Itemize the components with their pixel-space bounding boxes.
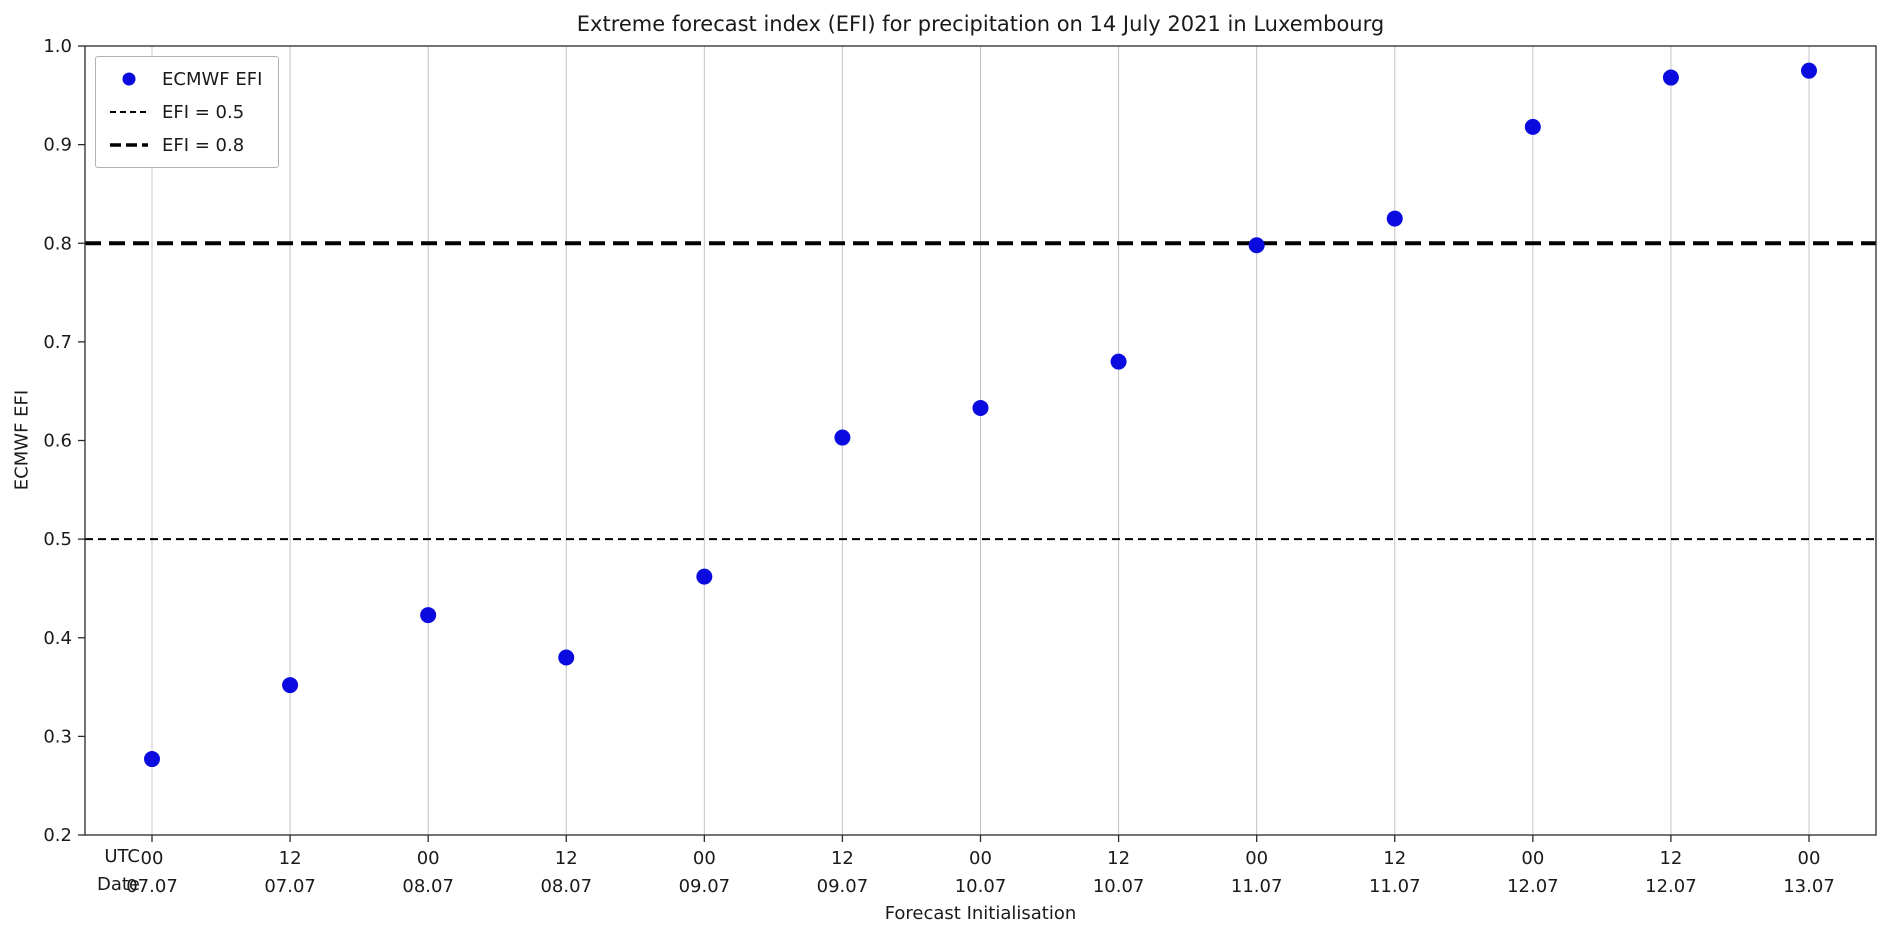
x-tick-utc-label: 00 [693,848,716,869]
x-tick-utc-label: 00 [1245,848,1268,869]
data-point [1524,118,1541,135]
x-tick-utc-label: 00 [1521,848,1544,869]
x-tick-date-label: 07.07 [126,876,178,897]
x-tick-utc-label: 12 [279,848,302,869]
legend-item: ECMWF EFI [108,66,262,92]
x-tick-date-label: 12.07 [1507,876,1559,897]
y-tick-label: 0.2 [43,825,72,846]
x-tick-utc-label: 12 [1383,848,1406,869]
chart-title: Extreme forecast index (EFI) for precipi… [576,12,1385,36]
legend-label: EFI = 0.5 [162,101,245,123]
legend-item: EFI = 0.5 [108,99,262,125]
x-tick-date-label: 10.07 [1093,876,1145,897]
x-tick-date-label: 08.07 [402,876,454,897]
data-point [1801,62,1817,79]
legend: ECMWF EFI EFI = 0.5 EFI = 0.8 [95,56,280,168]
x-tick-row-header-utc: UTC [104,846,140,867]
y-tick-label: 0.9 [43,135,72,156]
x-tick-utc-label: 00 [969,848,992,869]
y-tick-label: 0.3 [43,726,72,747]
x-tick-date-label: 13.07 [1783,876,1835,897]
data-point [1110,353,1127,370]
legend-marker-dashed-thin [110,111,148,113]
data-point [1662,69,1679,86]
legend-label: ECMWF EFI [162,68,263,90]
x-tick-date-label: 10.07 [955,876,1007,897]
x-tick-utc-label: 12 [831,848,854,869]
legend-label: EFI = 0.8 [162,134,245,156]
data-point [1386,210,1403,227]
y-tick-label: 0.5 [43,529,72,550]
data-point [420,607,437,624]
x-tick-date-label: 08.07 [540,876,592,897]
x-tick-date-label: 09.07 [679,876,731,897]
y-tick-label: 0.8 [43,233,72,254]
x-tick-date-label: 11.07 [1231,876,1283,897]
x-tick-date-label: 11.07 [1369,876,1421,897]
y-tick-label: 0.6 [43,431,72,452]
data-point [972,399,989,416]
legend-marker-dot [122,72,136,86]
y-tick-label: 0.7 [43,332,72,353]
data-point [558,649,575,666]
data-point [144,751,160,768]
legend-marker-dashed-thick [110,143,148,147]
x-tick-row-header-date: Date [96,874,140,895]
data-point [834,429,851,446]
x-tick-date-label: 07.07 [264,876,316,897]
x-tick-utc-label: 12 [1107,848,1130,869]
x-tick-date-label: 09.07 [817,876,869,897]
x-tick-utc-label: 00 [141,848,164,869]
x-tick-utc-label: 00 [417,848,440,869]
legend-item: EFI = 0.8 [108,132,262,158]
y-tick-label: 1.0 [43,36,72,57]
x-tick-utc-label: 00 [1798,848,1821,869]
x-tick-utc-label: 12 [555,848,578,869]
data-point [1248,237,1265,254]
x-tick-utc-label: 12 [1659,848,1682,869]
data-point [282,677,299,694]
x-axis-label: Forecast Initialisation [884,903,1077,924]
x-tick-date-label: 12.07 [1645,876,1697,897]
y-tick-label: 0.4 [43,628,72,649]
data-point [696,568,713,585]
